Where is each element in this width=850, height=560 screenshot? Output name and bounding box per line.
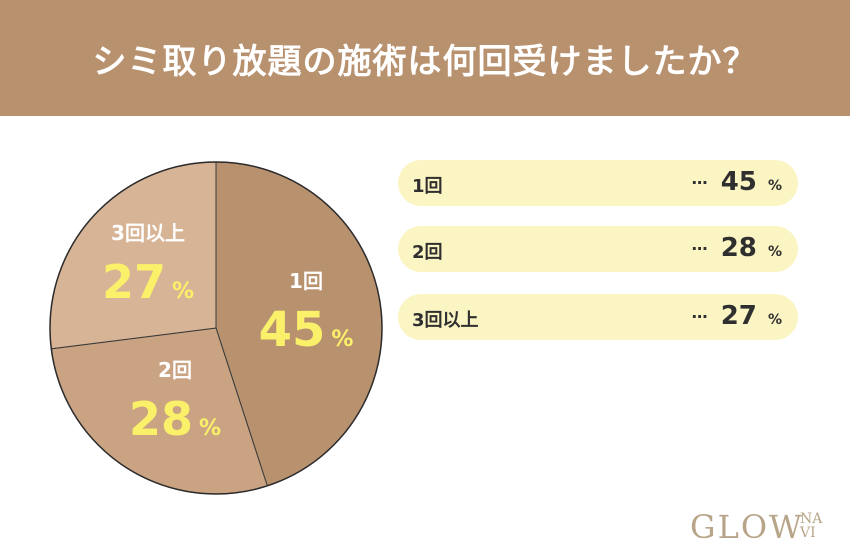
chart-title: シミ取り放題の施術は何回受けましたか？ <box>92 41 758 82</box>
brand-logo-sub-top: NA <box>800 511 823 527</box>
legend-dots: … <box>691 235 708 254</box>
slice-value-label: 45% <box>259 302 354 358</box>
legend-percent-unit: % <box>767 178 782 194</box>
brand-logo-sub-bottom: VI <box>800 525 816 541</box>
brand-logo: GLOW <box>690 508 804 546</box>
legend-item-1: 1回 … 45 % <box>398 160 798 206</box>
legend-percent-value: 27 <box>720 301 757 331</box>
legend-value: … 45 % <box>692 167 782 197</box>
legend-dots: … <box>691 169 708 188</box>
legend-percent-value: 28 <box>720 233 757 263</box>
brand-logo-sub: NA VI <box>800 512 822 540</box>
legend-value: … 28 % <box>692 233 782 263</box>
slice-category-label: 1回 <box>289 269 323 293</box>
pie-outline <box>49 161 383 495</box>
header-banner: シミ取り放題の施術は何回受けましたか？ <box>0 0 850 116</box>
legend-label: 1回 <box>412 176 443 197</box>
slice-category-label: 3回以上 <box>111 221 185 245</box>
legend-item-2: 2回 … 28 % <box>398 226 798 272</box>
legend-item-3: 3回以上 … 27 % <box>398 294 798 340</box>
legend-label: 3回以上 <box>412 310 479 331</box>
slice-category-label: 2回 <box>158 358 192 382</box>
legend-label: 2回 <box>412 242 443 263</box>
legend-percent-value: 45 <box>720 167 757 197</box>
legend-percent-unit: % <box>767 244 782 260</box>
brand-logo-main: GLOW <box>690 508 804 546</box>
slice-value-label: 27% <box>102 255 194 309</box>
slice-value-label: 28% <box>129 392 221 446</box>
legend-dots: … <box>691 303 708 322</box>
legend-value: … 27 % <box>692 301 782 331</box>
legend-percent-unit: % <box>767 312 782 328</box>
